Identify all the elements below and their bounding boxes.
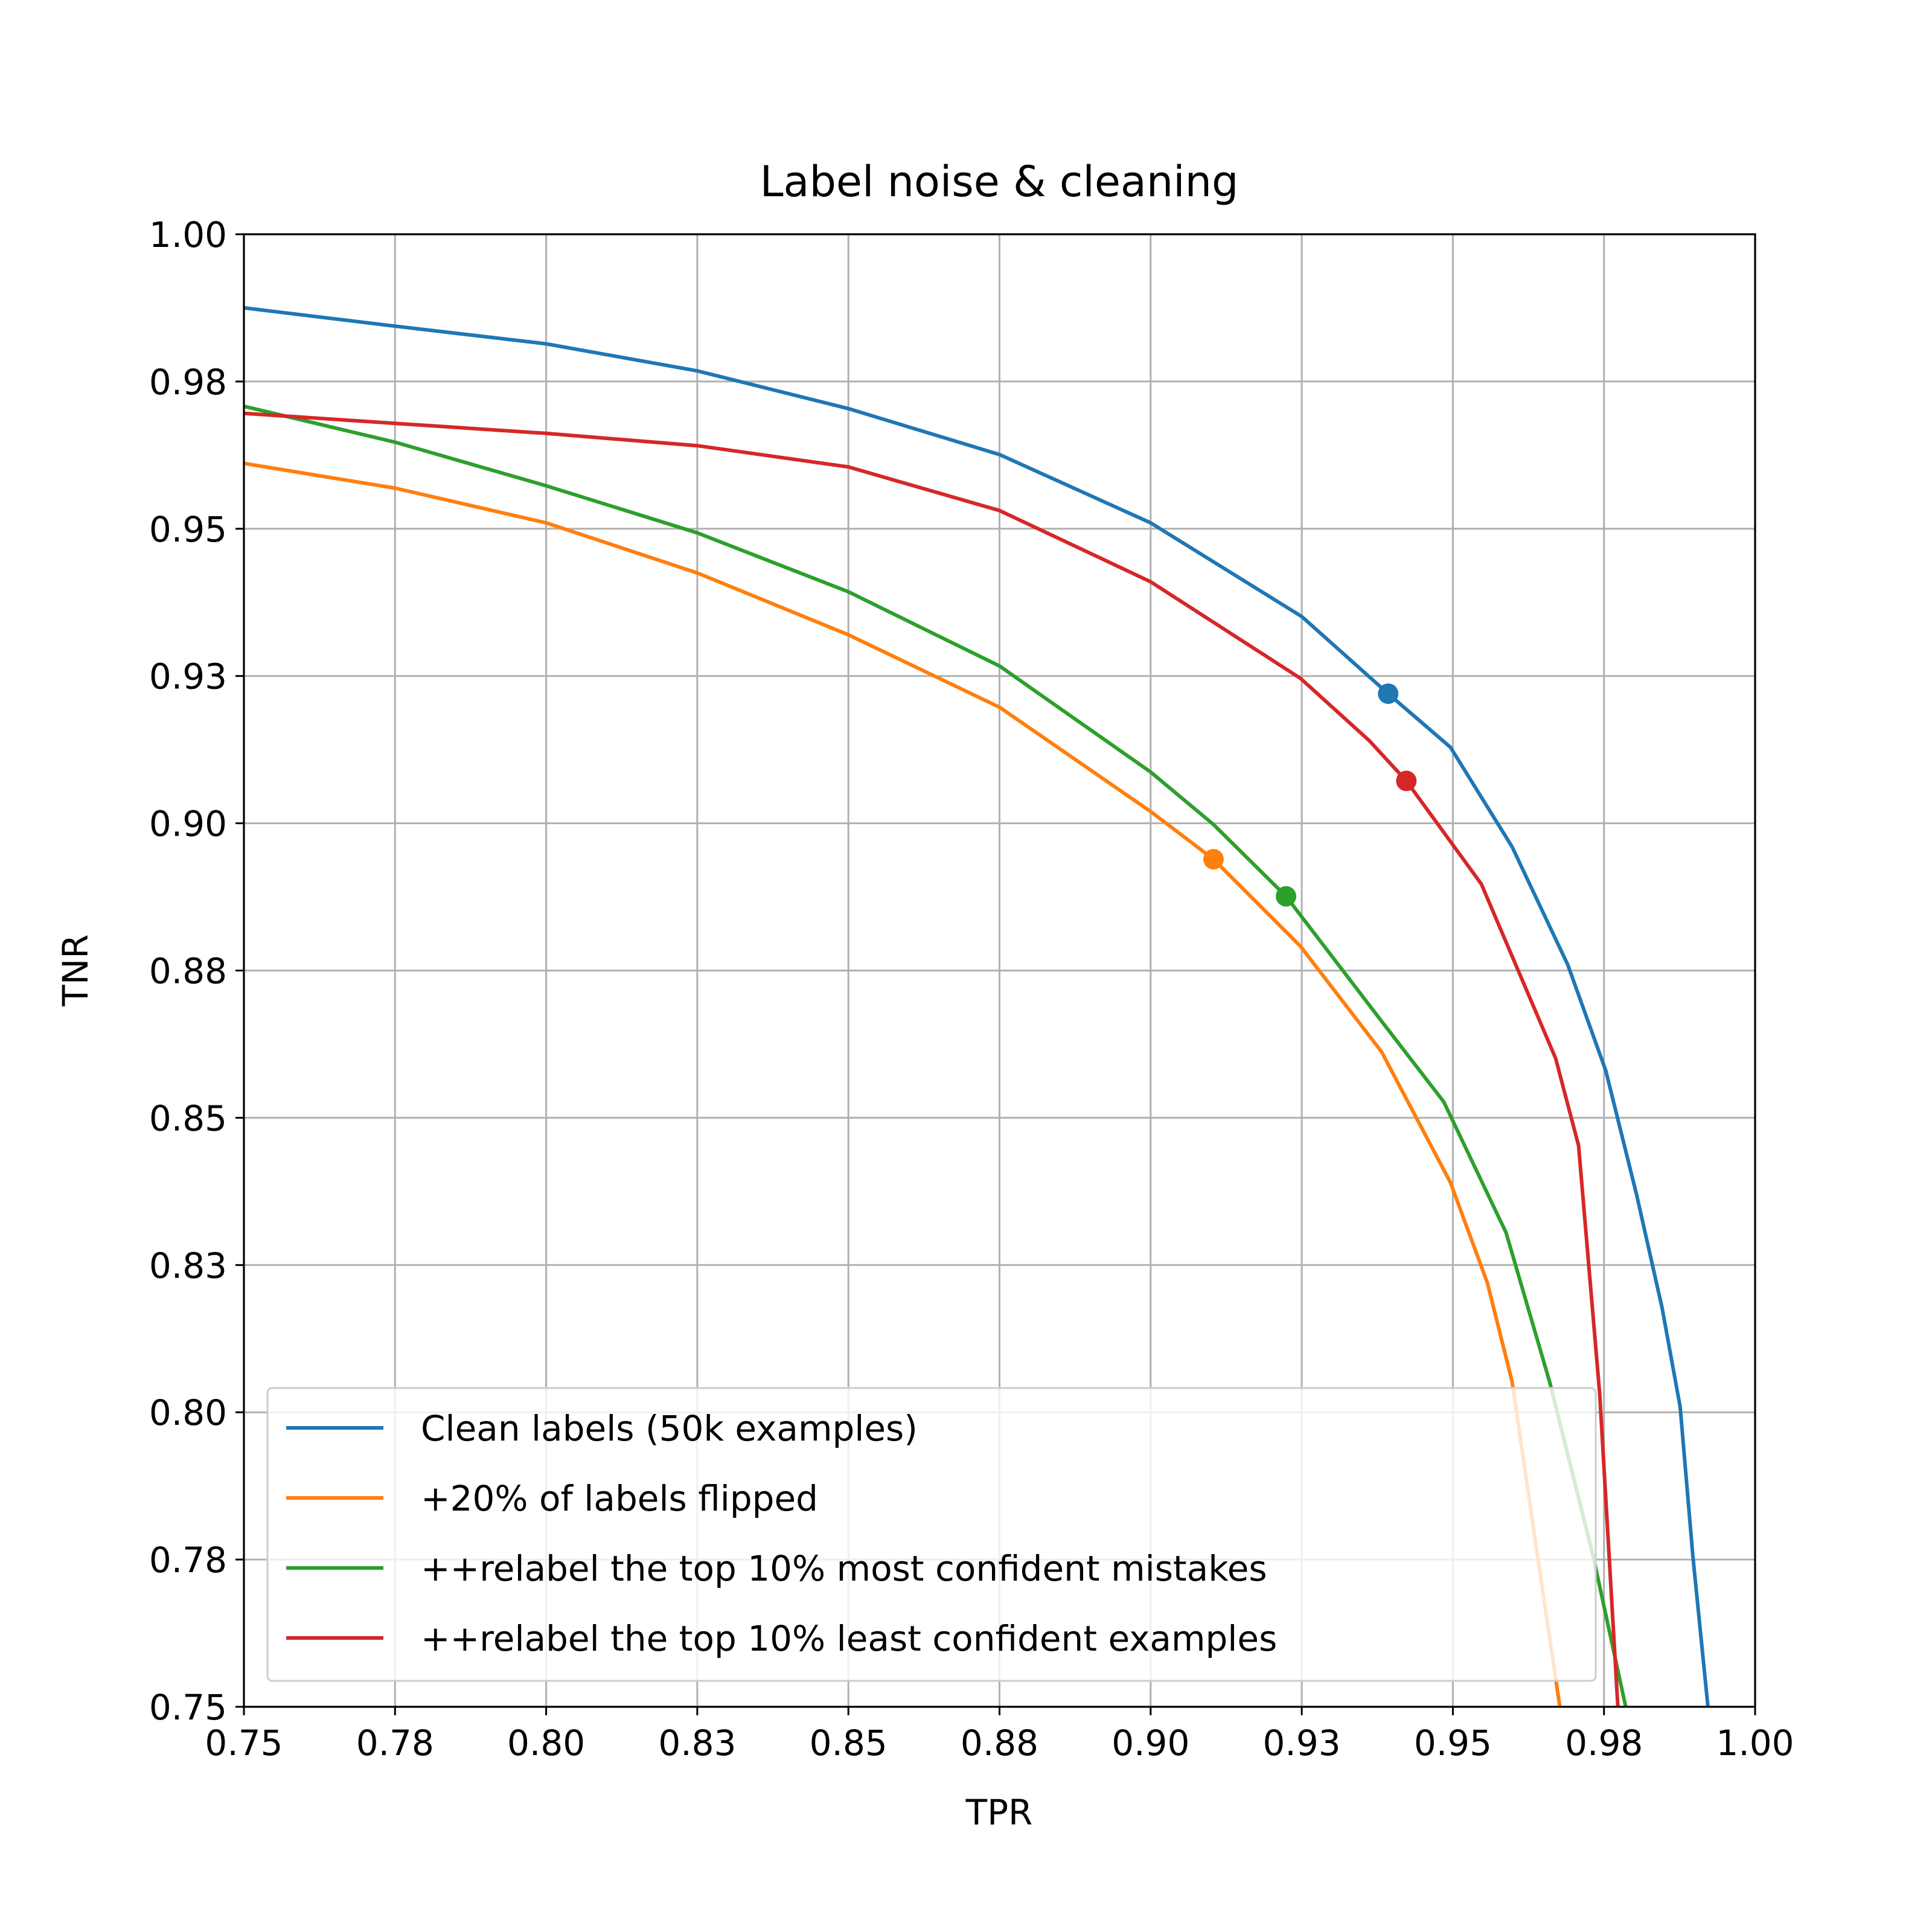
x-tick-label: 0.83: [658, 1722, 736, 1764]
y-tick-label: 1.00: [149, 214, 227, 255]
x-tick-label: 0.98: [1565, 1722, 1643, 1764]
y-tick-label: 0.83: [149, 1245, 227, 1286]
y-tick-label: 0.88: [149, 951, 227, 992]
y-tick-label: 0.93: [149, 656, 227, 697]
legend-label: ++relabel the top 10% least confident ex…: [421, 1618, 1277, 1659]
ticks: 0.75 0.78 0.80 0.83 0.85 0.88 0.90 0.93 0.95 0.98…: [149, 214, 1794, 1764]
y-tick-label: 0.75: [149, 1687, 227, 1728]
y-axis-label: TNR: [55, 934, 96, 1006]
chart-title: Label noise & cleaning: [760, 157, 1239, 206]
legend-label: +20% of labels flipped: [421, 1478, 818, 1519]
x-tick-label: 0.75: [205, 1722, 283, 1764]
x-tick-label: 0.88: [961, 1722, 1038, 1764]
legend-label: Clean labels (50k examples): [421, 1408, 918, 1449]
y-tick-label: 0.78: [149, 1540, 227, 1581]
legend-label: ++relabel the top 10% most confident mis…: [421, 1548, 1267, 1589]
operating-point: [1203, 849, 1224, 870]
x-tick-label: 0.78: [356, 1722, 434, 1764]
x-tick-label: 0.80: [507, 1722, 585, 1764]
operating-point: [1276, 886, 1297, 907]
y-tick-label: 0.95: [149, 509, 227, 550]
y-tick-label: 0.98: [149, 362, 227, 403]
y-tick-label: 0.85: [149, 1098, 227, 1139]
legend: Clean labels (50k examples) +20% of label…: [266, 1387, 1597, 1682]
y-tick-label: 0.80: [149, 1392, 227, 1433]
operating-point: [1396, 770, 1417, 792]
series-line: [244, 305, 1710, 1707]
x-tick-label: 0.90: [1112, 1722, 1189, 1764]
x-tick-label: 0.85: [810, 1722, 888, 1764]
operating-point: [1378, 683, 1399, 704]
y-tick-label: 0.90: [149, 804, 227, 845]
x-tick-label: 0.95: [1414, 1722, 1492, 1764]
x-tick-label: 0.93: [1263, 1722, 1341, 1764]
series-line: [244, 404, 1628, 1707]
x-tick-label: 1.00: [1716, 1722, 1794, 1764]
legend-box: [266, 1387, 1597, 1682]
x-axis-label: TPR: [965, 1792, 1033, 1833]
series-line: [244, 411, 1620, 1707]
plot-area: [244, 305, 1710, 1707]
